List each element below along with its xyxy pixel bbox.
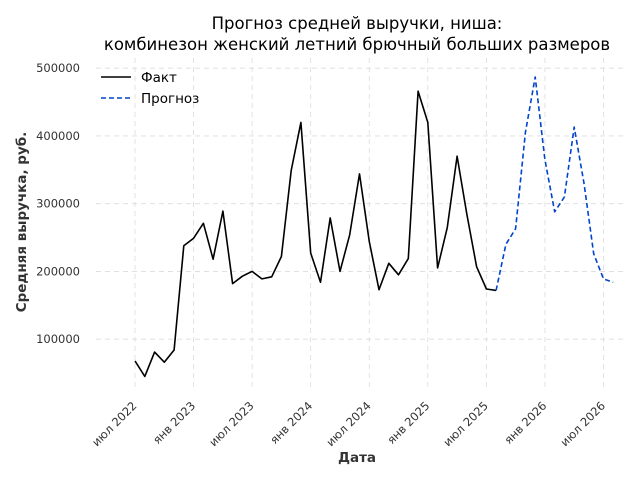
x-tick-label: июл 2023 <box>206 399 257 450</box>
legend: Факт Прогноз <box>101 70 199 107</box>
series-line-forecast <box>495 76 614 291</box>
x-axis-ticks: июл 2022 янв 2023 июл 2023 янв 2024 июл 2024… <box>89 399 608 450</box>
x-axis-label: Дата <box>338 450 376 466</box>
x-tick-label: янв 2026 <box>501 399 549 447</box>
x-tick-label: июл 2025 <box>440 399 491 450</box>
legend-label-forecast: Прогноз <box>141 91 199 107</box>
series-line-fact <box>134 90 497 378</box>
y-tick-label: 500000 <box>36 61 80 75</box>
y-axis-ticks: 100000 200000 300000 400000 500000 <box>36 61 80 346</box>
y-tick-label: 400000 <box>36 129 80 143</box>
x-tick-label: янв 2023 <box>150 399 198 447</box>
x-tick-label: июл 2024 <box>323 399 374 450</box>
series-group <box>134 76 614 378</box>
chart-title-line2: комбинезон женский летний брючный больши… <box>104 35 610 54</box>
x-tick-label: июл 2026 <box>558 399 609 450</box>
grid <box>96 58 623 390</box>
legend-label-fact: Факт <box>141 70 177 86</box>
y-tick-label: 100000 <box>36 332 80 346</box>
chart-title-line1: Прогноз средней выручки, ниша: <box>212 14 503 33</box>
x-tick-label: янв 2025 <box>384 399 432 447</box>
x-tick-label: янв 2024 <box>267 399 315 447</box>
x-tick-label: июл 2022 <box>89 399 140 450</box>
y-tick-label: 200000 <box>36 264 80 278</box>
y-axis-label: Средняя выручка, руб. <box>14 132 30 313</box>
y-tick-label: 300000 <box>36 197 80 211</box>
